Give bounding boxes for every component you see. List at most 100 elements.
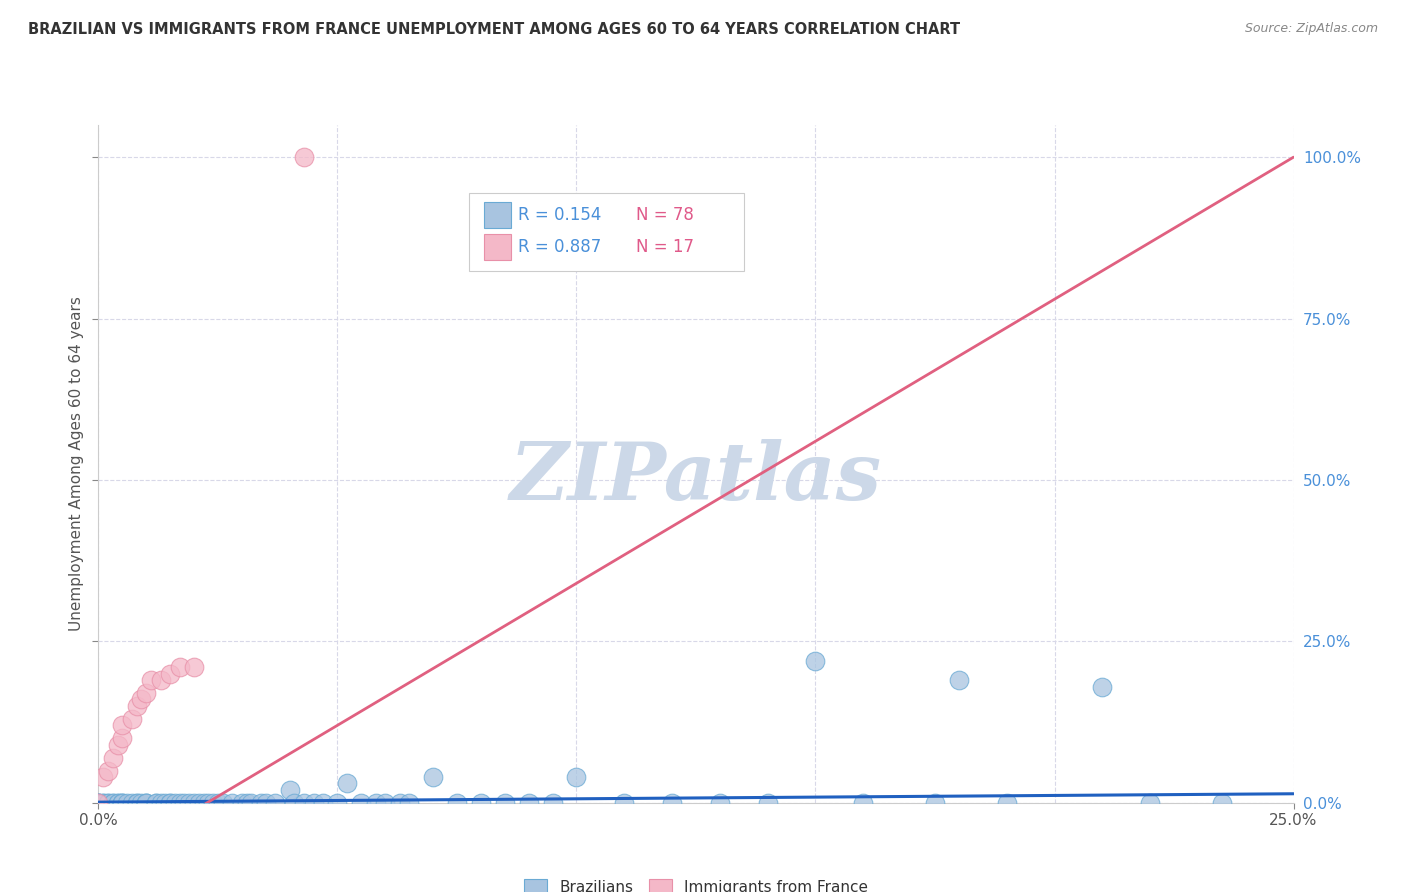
- Point: [183, 796, 205, 810]
- Point: [135, 796, 157, 810]
- Point: [193, 796, 215, 810]
- Point: [388, 796, 411, 810]
- Point: [661, 796, 683, 810]
- Point: [264, 796, 287, 810]
- Point: [804, 654, 827, 668]
- Point: [613, 796, 636, 810]
- FancyBboxPatch shape: [485, 202, 510, 228]
- Point: [541, 796, 564, 810]
- Point: [149, 673, 172, 687]
- Point: [231, 796, 253, 810]
- Point: [254, 796, 277, 810]
- Text: N = 17: N = 17: [637, 238, 695, 256]
- Point: [87, 796, 110, 810]
- Point: [197, 796, 219, 810]
- Point: [111, 796, 134, 810]
- Point: [155, 796, 177, 810]
- Point: [125, 796, 148, 810]
- Point: [183, 660, 205, 674]
- Point: [202, 796, 225, 810]
- Point: [709, 796, 731, 810]
- Point: [292, 150, 315, 164]
- Point: [87, 796, 110, 810]
- Point: [240, 796, 263, 810]
- Point: [87, 796, 110, 810]
- Point: [1139, 796, 1161, 810]
- Point: [121, 796, 143, 810]
- Point: [131, 692, 153, 706]
- Point: [221, 796, 243, 810]
- Point: [565, 770, 588, 784]
- Point: [135, 796, 157, 810]
- Point: [470, 796, 492, 810]
- FancyBboxPatch shape: [470, 193, 744, 270]
- Point: [422, 770, 444, 784]
- Point: [107, 738, 129, 752]
- Text: Source: ZipAtlas.com: Source: ZipAtlas.com: [1244, 22, 1378, 36]
- Point: [852, 796, 875, 810]
- Point: [374, 796, 396, 810]
- Point: [995, 796, 1018, 810]
- Point: [145, 796, 167, 810]
- Point: [101, 796, 124, 810]
- Point: [169, 796, 191, 810]
- Point: [948, 673, 970, 687]
- Point: [187, 796, 209, 810]
- Point: [125, 796, 148, 810]
- Point: [292, 796, 315, 810]
- Point: [517, 796, 540, 810]
- Point: [207, 796, 229, 810]
- Point: [121, 712, 143, 726]
- Point: [756, 796, 779, 810]
- Point: [398, 796, 420, 810]
- Point: [283, 796, 305, 810]
- FancyBboxPatch shape: [485, 234, 510, 260]
- Point: [91, 796, 114, 810]
- Point: [97, 796, 120, 810]
- Point: [107, 796, 129, 810]
- Point: [91, 796, 114, 810]
- Point: [97, 764, 120, 778]
- Point: [125, 698, 148, 713]
- Point: [1091, 680, 1114, 694]
- Point: [364, 796, 387, 810]
- Point: [159, 666, 181, 681]
- Point: [326, 796, 349, 810]
- Point: [139, 673, 162, 687]
- Point: [111, 718, 134, 732]
- Point: [250, 796, 273, 810]
- Point: [131, 796, 153, 810]
- Point: [1211, 796, 1233, 810]
- Point: [350, 796, 373, 810]
- Point: [107, 796, 129, 810]
- Text: N = 78: N = 78: [637, 206, 695, 224]
- Text: BRAZILIAN VS IMMIGRANTS FROM FRANCE UNEMPLOYMENT AMONG AGES 60 TO 64 YEARS CORRE: BRAZILIAN VS IMMIGRANTS FROM FRANCE UNEM…: [28, 22, 960, 37]
- Point: [91, 770, 114, 784]
- Point: [115, 796, 138, 810]
- Point: [163, 796, 186, 810]
- Point: [173, 796, 195, 810]
- Point: [924, 796, 946, 810]
- Point: [135, 796, 157, 810]
- Point: [87, 796, 110, 810]
- Text: R = 0.154: R = 0.154: [517, 206, 602, 224]
- Point: [101, 750, 124, 764]
- Point: [135, 686, 157, 700]
- Legend: Brazilians, Immigrants from France: Brazilians, Immigrants from France: [516, 871, 876, 892]
- Point: [278, 783, 301, 797]
- Point: [101, 796, 124, 810]
- Point: [159, 796, 181, 810]
- Point: [211, 796, 233, 810]
- Y-axis label: Unemployment Among Ages 60 to 64 years: Unemployment Among Ages 60 to 64 years: [69, 296, 84, 632]
- Point: [87, 796, 110, 810]
- Point: [302, 796, 325, 810]
- Text: ZIPatlas: ZIPatlas: [510, 439, 882, 516]
- Point: [494, 796, 516, 810]
- Point: [111, 796, 134, 810]
- Point: [87, 796, 110, 810]
- Point: [179, 796, 201, 810]
- Point: [111, 796, 134, 810]
- Point: [97, 796, 120, 810]
- Point: [169, 660, 191, 674]
- Point: [111, 731, 134, 746]
